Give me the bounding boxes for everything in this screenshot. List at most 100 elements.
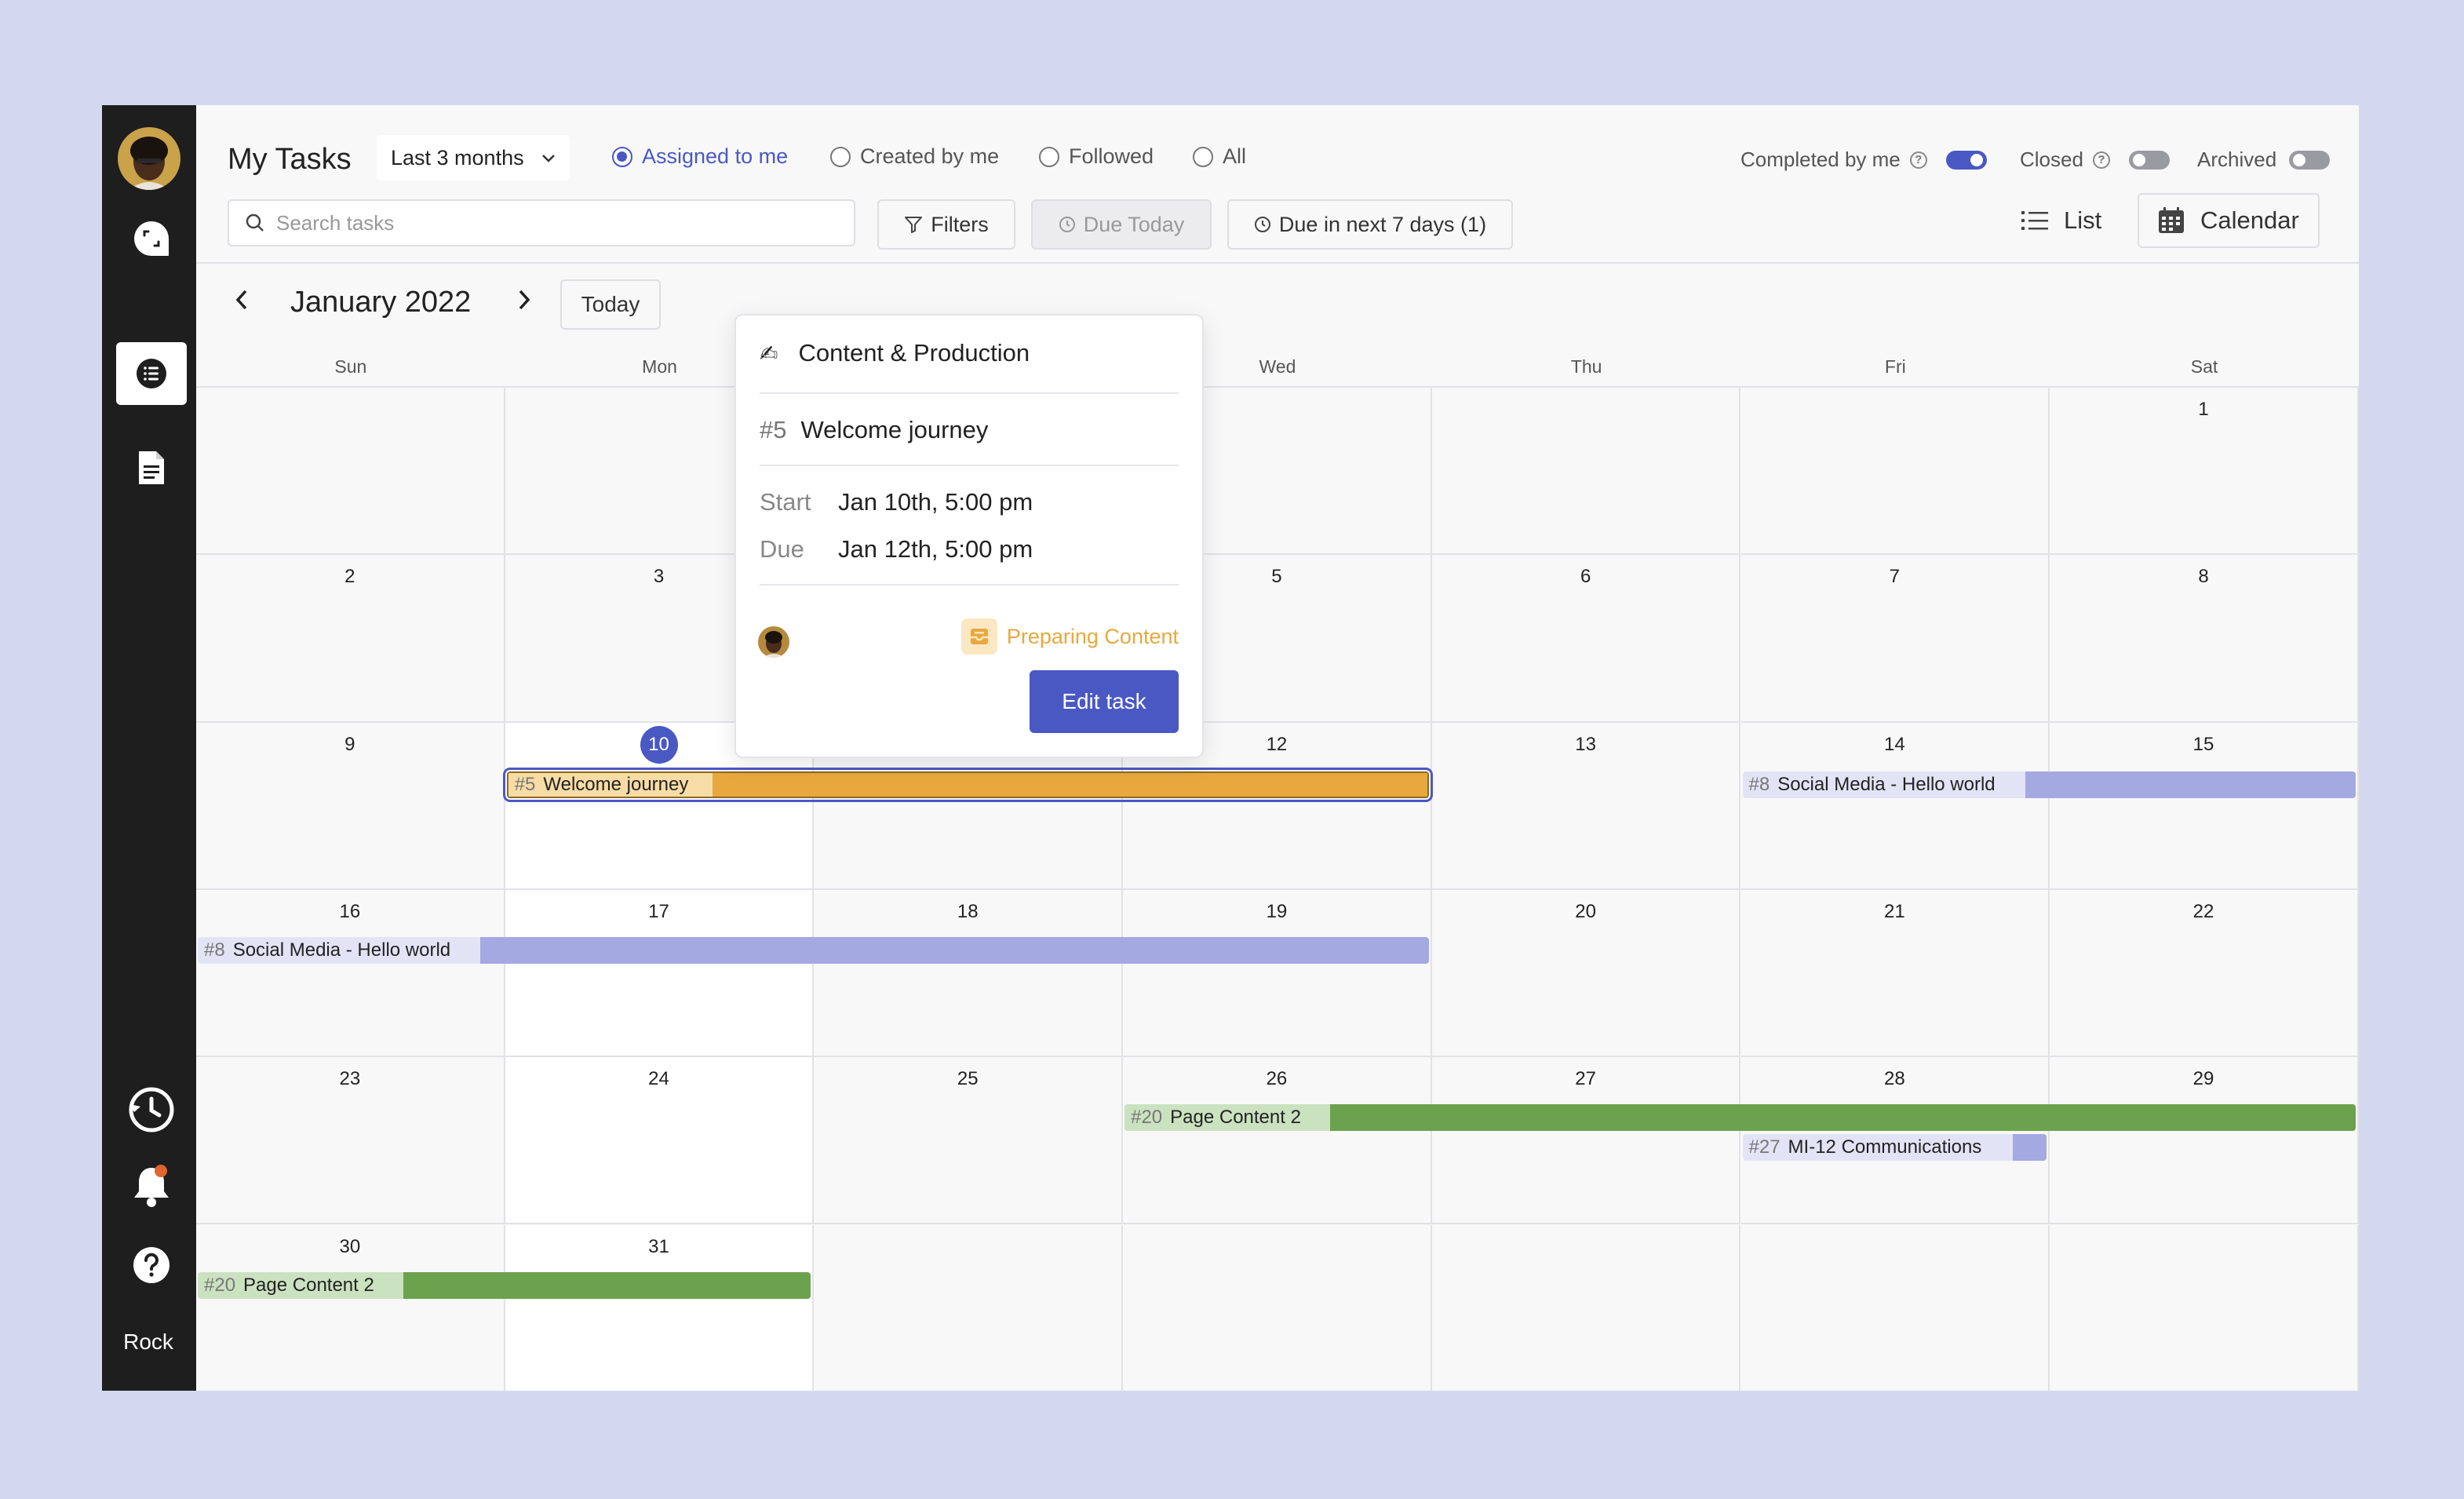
radio-assigned-to-me[interactable]: Assigned to me [612,144,788,169]
day-cell[interactable] [814,1224,1124,1391]
day-number: 7 [1741,566,2049,588]
sidebar-history-button[interactable] [116,1078,187,1141]
task-event-bar[interactable]: #8 Social Media - Hello world [198,936,1429,964]
day-cell[interactable]: 21 [1740,889,2050,1058]
radio-created-by-me[interactable]: Created by me [830,144,999,169]
day-number-text: 18 [957,900,979,922]
day-cell[interactable]: 15 [2050,722,2359,890]
day-cell[interactable]: 2 [196,555,505,723]
task-event-bar[interactable]: #20 Page Content 2 [1124,1104,2356,1132]
day-number: 13 [1432,734,1740,756]
due-next-7-days-button[interactable]: Due in next 7 days (1) [1227,199,1513,250]
task-event-title: Page Content 2 [1170,1107,1301,1129]
completed-by-me-toggle[interactable] [1945,150,1987,170]
task-event-fill [1330,1104,2356,1132]
day-cell[interactable] [196,388,505,556]
calendar-icon [2159,207,2184,233]
task-event-bar[interactable]: #5 Welcome journey [502,767,1433,802]
day-number: 1 [2050,399,2357,421]
day-cell[interactable]: 7 [1740,555,2050,723]
day-cell[interactable]: 30 [196,1224,505,1391]
day-number-text: 28 [1883,1068,1905,1090]
day-cell[interactable]: 16 [196,889,505,1058]
help-icon [133,1247,169,1283]
due-today-label: Due Today [1083,212,1185,236]
task-popover: ✍ Content & Production #5 Welcome journey… [734,314,1204,758]
filters-label: Filters [931,212,989,236]
list-view-button[interactable]: List [2003,193,2120,248]
day-number: 27 [1432,1068,1740,1090]
day-cell[interactable]: 1 [2050,388,2359,556]
task-event-bar[interactable]: #8 Social Media - Hello world [1742,771,2356,798]
task-event-bar[interactable]: #27 MI-12 Communications [1742,1134,2047,1162]
assignee-avatar[interactable] [758,626,789,658]
day-cell[interactable] [1740,388,2050,556]
day-number-text: 21 [1883,900,1905,922]
prev-month-button[interactable] [226,284,257,315]
day-cell[interactable]: 8 [2050,555,2359,723]
day-cell[interactable]: 13 [1431,722,1741,890]
date-range-dropdown[interactable]: Last 3 months [377,135,570,181]
due-today-button[interactable]: Due Today [1031,199,1212,250]
day-cell[interactable]: 18 [814,889,1124,1058]
day-cell[interactable]: 23 [196,1057,505,1225]
day-cell[interactable]: 29 [2050,1057,2359,1225]
day-cell[interactable] [1123,388,1432,556]
help-circle-icon[interactable]: ? [1909,151,1927,169]
day-cell[interactable] [1740,1224,2050,1391]
tasks-icon [137,359,166,388]
day-cell[interactable]: 27 [1431,1057,1741,1225]
sidebar-files-button[interactable] [116,436,187,499]
radio-all[interactable]: All [1193,144,1246,169]
day-cell[interactable] [2050,1224,2359,1391]
day-cell[interactable]: 12 [1123,722,1432,890]
day-cell[interactable]: 20 [1431,889,1741,1058]
help-circle-icon[interactable]: ? [2092,151,2110,169]
closed-toggle[interactable] [2128,150,2170,170]
next-month-button[interactable] [508,284,540,315]
day-cell[interactable]: 5 [1123,555,1432,723]
day-number-text: 24 [648,1068,669,1090]
radio-label: Created by me [860,144,1000,168]
day-cell[interactable]: 19 [1123,889,1432,1058]
day-cell[interactable]: 6 [1431,555,1741,723]
day-number-text: 6 [1580,566,1591,588]
status-badge[interactable]: Preparing Content [960,618,1179,655]
calendar-view-button[interactable]: Calendar [2138,193,2320,248]
archived-toggle[interactable] [2289,150,2331,170]
day-cell[interactable] [1123,1224,1432,1391]
project-name: Content & Production [798,339,1030,367]
search-input[interactable] [276,210,826,235]
sidebar-notifications-button[interactable] [116,1155,187,1218]
sidebar-help-button[interactable] [116,1234,187,1297]
clock-icon [1059,217,1075,232]
sidebar-tasks-button[interactable] [116,342,187,405]
due-next-label: Due in next 7 days (1) [1278,212,1487,236]
day-number: 30 [196,1236,504,1258]
day-cell[interactable] [1431,1224,1741,1391]
filters-button[interactable]: Filters [877,199,1015,250]
day-cell[interactable]: 28 [1740,1057,2050,1225]
day-cell[interactable]: 31 [505,1224,815,1391]
day-cell[interactable]: 26 [1123,1057,1432,1225]
day-cell[interactable] [1431,388,1741,556]
bell-icon [134,1165,169,1207]
day-number-text: 5 [1271,566,1282,588]
sidebar-chat-button[interactable] [116,207,187,270]
day-cell[interactable]: 14 [1740,722,2050,890]
edit-task-button[interactable]: Edit task [1030,670,1179,733]
day-cell[interactable]: 17 [505,889,815,1058]
day-cell[interactable]: 9 [196,722,505,890]
today-button[interactable]: Today [560,279,661,330]
day-cell[interactable]: 22 [2050,889,2359,1058]
day-cell[interactable]: 25 [814,1057,1124,1225]
user-avatar[interactable] [118,127,180,190]
day-cell[interactable]: 24 [505,1057,815,1225]
date-range-label: Last 3 months [391,145,524,170]
radio-dot [1193,146,1213,167]
radio-followed[interactable]: Followed [1039,144,1154,169]
header-divider [196,262,2359,264]
day-number: 29 [2050,1068,2357,1090]
task-event-bar[interactable]: #20 Page Content 2 [198,1271,811,1299]
list-icon [2021,211,2048,230]
